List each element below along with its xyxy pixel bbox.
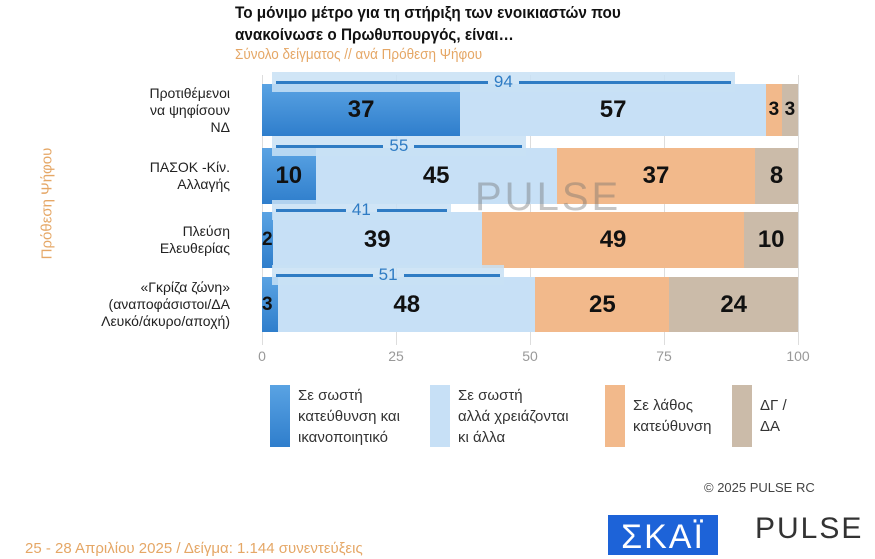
chart-title: Το μόνιμο μέτρο για τη στήριξη των ενοικ… — [235, 3, 621, 44]
gridline — [530, 75, 531, 345]
category-label-line: Πλεύση — [182, 223, 230, 239]
total-value: 51 — [378, 265, 398, 284]
date-sample: 25 - 28 Απριλίου 2025 / Δείγμα: 1.144 συ… — [25, 540, 363, 557]
legend-label: Σε λάθος κατεύθυνση — [633, 397, 712, 435]
bar-segment: 24 — [669, 277, 798, 332]
legend-swatch — [605, 385, 625, 447]
total-label: 41 — [272, 200, 451, 220]
bar-segment: 37 — [556, 148, 756, 204]
category-label: «Γκρίζα ζώνη» (αναποφάσιστοι/ΔΑ Λευκό/άκυρ… — [30, 279, 230, 330]
total-value: 55 — [389, 136, 409, 155]
data-label: 2 — [262, 229, 273, 250]
skai-logo: ΣΚΑΪ — [608, 515, 718, 556]
total-dash — [403, 273, 501, 277]
category-label-line: «Γκρίζα ζώνη» — [140, 279, 230, 295]
data-label: 10 — [757, 226, 785, 253]
x-tick-label: 0 — [258, 348, 266, 364]
category-label-line: (αναποφάσιστοι/ΔΑ — [108, 296, 230, 312]
bar-segment: 45 — [315, 148, 557, 204]
total-dash — [276, 144, 384, 148]
data-label: 37 — [642, 162, 670, 189]
category-label-line: ΠΑΣΟΚ -Κίν. — [149, 159, 230, 175]
gridline — [798, 75, 799, 345]
category-label: ΠΑΣΟΚ -Κίν. Αλλαγής — [30, 159, 230, 193]
data-label: 49 — [599, 226, 627, 253]
data-label: 39 — [363, 226, 391, 253]
data-label: 45 — [422, 162, 450, 189]
copyright: © 2025 PULSE RC — [704, 480, 815, 495]
bar-segment: 2 — [262, 212, 273, 268]
category-label-line: Αλλαγής — [177, 176, 230, 192]
data-label: 8 — [769, 162, 784, 189]
legend-item: ΔΓ / ΔΑ — [732, 385, 787, 447]
data-label: 10 — [275, 162, 303, 189]
pulse-logo: PULSE — [755, 512, 864, 545]
category-label-line: να ψηφίσουν — [149, 101, 230, 118]
bar-segment: 37 — [262, 84, 461, 136]
total-dash — [518, 80, 731, 84]
legend-label: Σε σωστή κατεύθυνση και ικανοποιητικό — [298, 387, 400, 446]
data-label: 57 — [599, 96, 627, 123]
total-dash — [276, 273, 373, 277]
bar-segment: 48 — [278, 277, 536, 332]
data-label: 37 — [347, 96, 375, 123]
gridline — [262, 75, 263, 345]
total-label: 55 — [272, 136, 526, 156]
bar-segment: 8 — [755, 148, 798, 204]
category-label-line: Λευκό/άκυρο/αποχή) — [101, 313, 230, 329]
gridline — [664, 75, 665, 345]
bar-segment: 10 — [262, 148, 316, 204]
category-label: Πλεύση Ελευθερίας — [30, 223, 230, 257]
x-tick-label: 100 — [786, 348, 810, 364]
total-label: 94 — [272, 72, 735, 92]
total-dash — [276, 80, 488, 84]
category-label: Προτιθέμενοι να ψηφίσουν ΝΔ — [30, 85, 230, 136]
data-label: 48 — [393, 290, 421, 318]
total-value: 41 — [351, 200, 371, 219]
data-label: 3 — [262, 293, 273, 315]
bar-segment: 3 — [765, 84, 782, 136]
legend-label: ΔΓ / ΔΑ — [760, 397, 787, 435]
data-label: 3 — [784, 99, 796, 120]
x-tick-label: 75 — [656, 348, 672, 364]
total-dash — [376, 208, 447, 212]
bar-segment: 25 — [535, 277, 670, 332]
bar-segment: 3 — [781, 84, 798, 136]
total-dash — [414, 144, 522, 148]
total-dash — [276, 208, 346, 212]
chart-subtitle: Σύνολο δείγματος // ανά Πρόθεση Ψήφου — [235, 46, 483, 63]
bar-segment: 3 — [262, 277, 279, 332]
data-label: 3 — [768, 99, 780, 120]
bar-segment: 10 — [744, 212, 798, 268]
category-label-line: Προτιθέμενοι — [149, 84, 230, 101]
legend-swatch — [732, 385, 752, 447]
legend-swatch — [270, 385, 290, 447]
bar-segment: 49 — [481, 212, 745, 268]
data-label: 24 — [720, 290, 748, 318]
x-tick-label: 25 — [388, 348, 404, 364]
legend-item: Σε σωστή κατεύθυνση και ικανοποιητικό — [270, 385, 400, 448]
x-tick-label: 50 — [522, 348, 538, 364]
data-label: 25 — [589, 290, 616, 318]
category-label-line: Ελευθερίας — [159, 240, 230, 256]
total-label: 51 — [272, 265, 505, 285]
legend-item: Σε σωστή αλλά χρειάζονται κι άλλα — [430, 385, 569, 448]
bar-segment: 57 — [460, 84, 766, 136]
total-value: 94 — [493, 72, 513, 91]
legend-label: Σε σωστή αλλά χρειάζονται κι άλλα — [458, 387, 569, 446]
legend-swatch — [430, 385, 450, 447]
legend-item: Σε λάθος κατεύθυνση — [605, 385, 711, 447]
bar-segment: 39 — [272, 212, 482, 268]
category-label-line: ΝΔ — [210, 118, 230, 135]
